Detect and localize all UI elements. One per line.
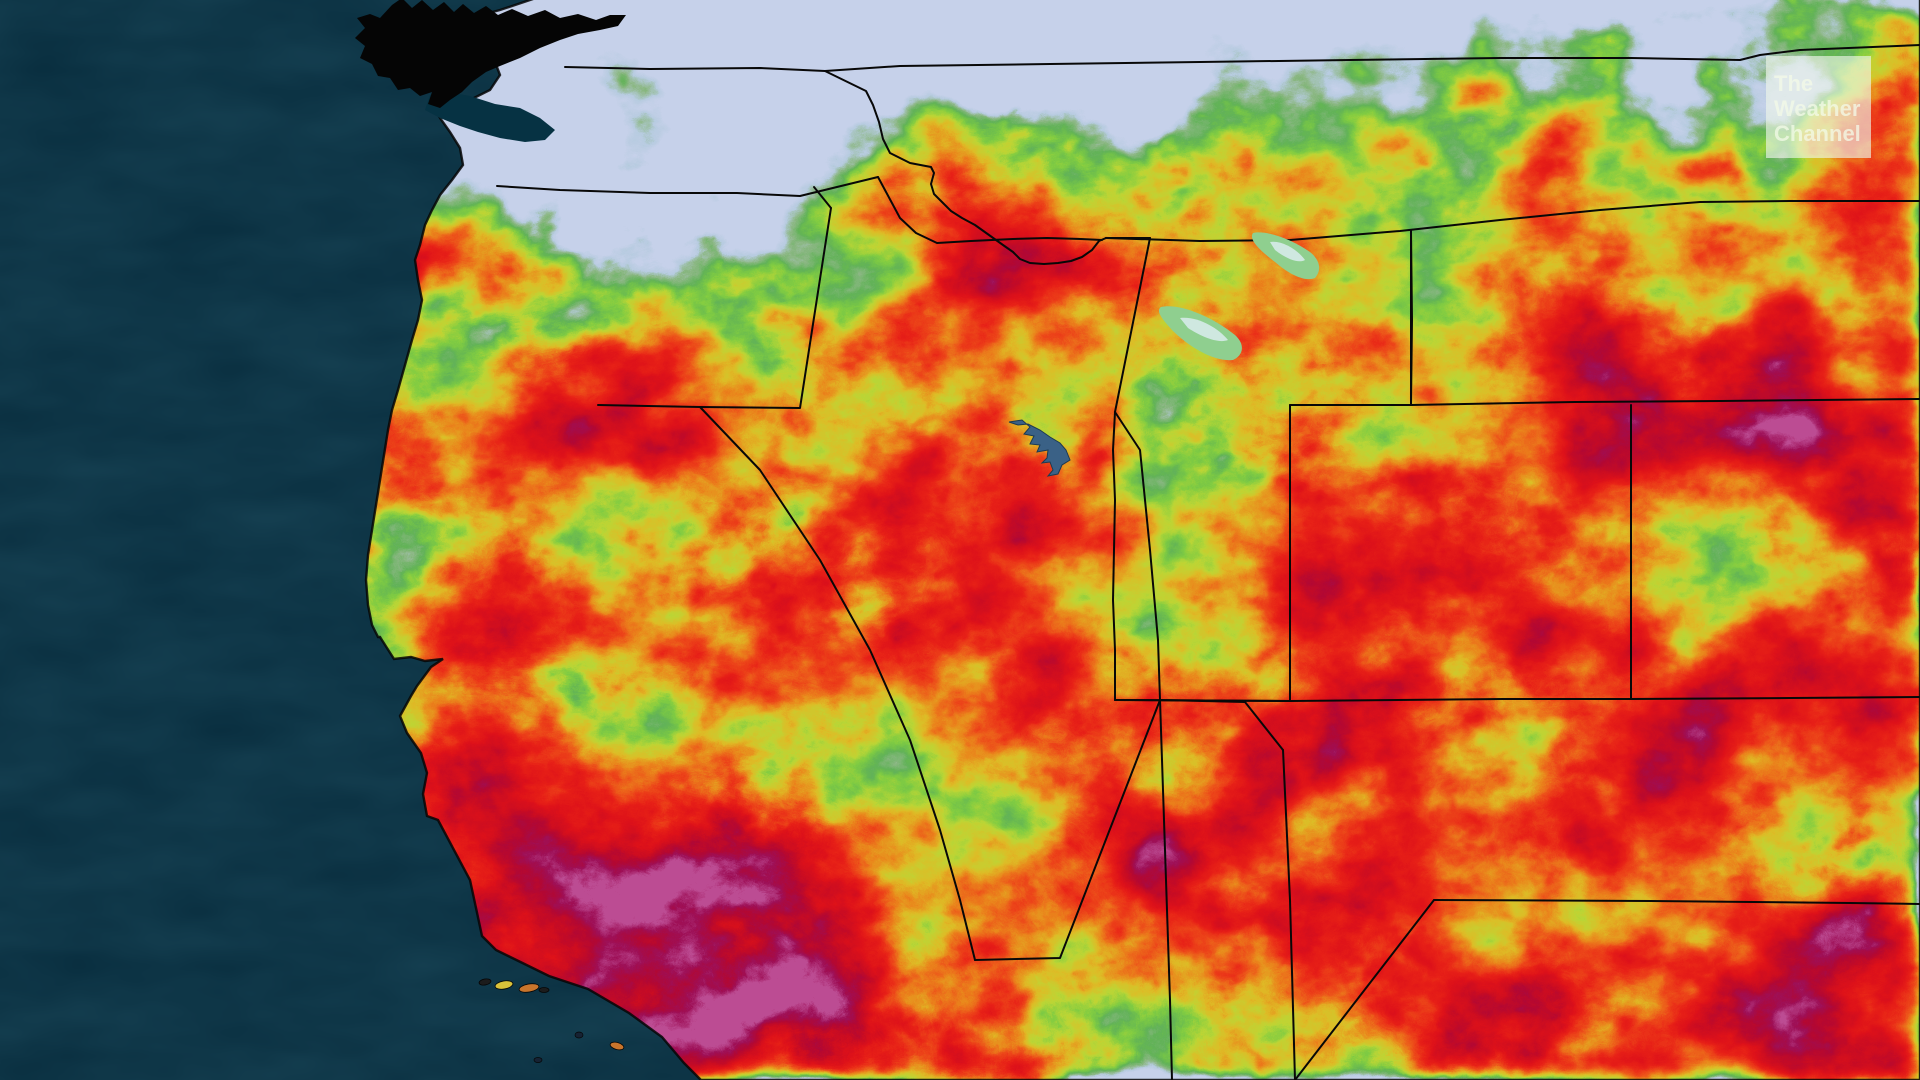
svg-text:Channel: Channel — [1774, 121, 1861, 146]
svg-text:Weather: Weather — [1774, 96, 1861, 121]
svg-text:The: The — [1774, 71, 1813, 96]
